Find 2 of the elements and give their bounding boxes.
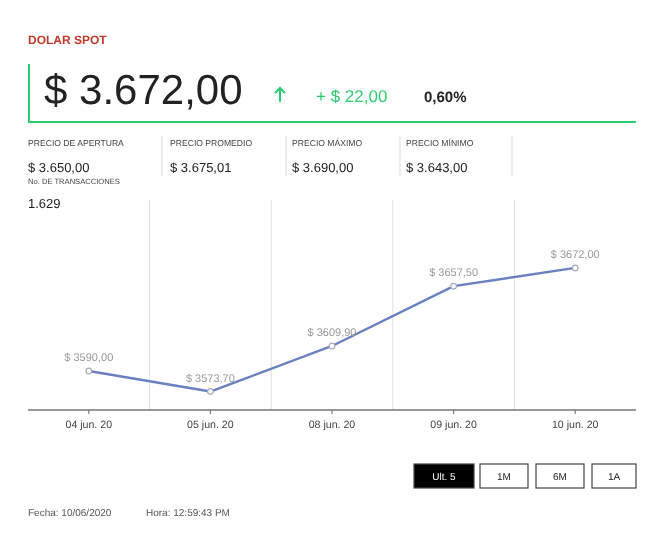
text: + $ 22,00: [316, 86, 388, 106]
text: $ 3.672,00: [44, 68, 243, 114]
